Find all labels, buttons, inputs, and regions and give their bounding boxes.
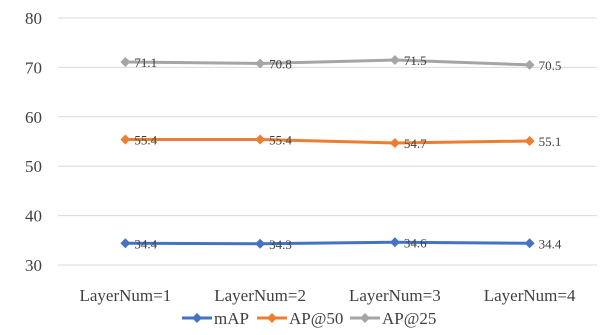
data-point-marker — [389, 54, 400, 65]
data-label: 34.6 — [404, 235, 427, 250]
gridlines — [58, 17, 597, 266]
data-point-marker — [389, 237, 400, 248]
data-label: 34.4 — [134, 236, 157, 251]
data-label: 71.5 — [404, 53, 427, 68]
data-point-marker — [255, 58, 266, 69]
y-tick-label: 70 — [25, 58, 42, 77]
data-label: 70.8 — [269, 56, 292, 71]
data-label: 34.3 — [269, 237, 292, 252]
data-point-marker — [524, 136, 535, 147]
legend-label: AP@50 — [289, 309, 343, 328]
legend-marker — [267, 313, 277, 323]
y-tick-label: 80 — [25, 9, 42, 28]
legend: mAP AP@50 AP@25 — [182, 309, 436, 328]
data-label: 71.1 — [134, 55, 157, 70]
data-label: 55.1 — [539, 134, 562, 149]
series-line — [125, 58, 530, 67]
data-label: 54.7 — [404, 136, 427, 151]
data-point-marker — [120, 238, 131, 249]
legend-item: AP@50 — [257, 309, 343, 328]
series-ap-25 — [120, 54, 535, 70]
legend-marker — [192, 313, 202, 323]
data-point-marker — [255, 238, 266, 249]
x-axis-category-labels: LayerNum=1 LayerNum=2 LayerNum=3 LayerNum=4 — [80, 286, 576, 305]
series-lines — [120, 54, 535, 249]
data-point-marker — [524, 238, 535, 249]
data-label: 55.4 — [269, 133, 292, 148]
legend-item: mAP — [182, 309, 249, 328]
data-label: 55.4 — [134, 133, 157, 148]
series-line — [125, 240, 530, 246]
y-tick-label: 60 — [25, 108, 42, 127]
legend-item: AP@25 — [350, 309, 436, 328]
x-category-label: LayerNum=3 — [349, 286, 441, 305]
data-point-marker — [120, 134, 131, 145]
legend-marker — [360, 313, 370, 323]
x-category-label: LayerNum=1 — [80, 286, 172, 305]
series-line — [125, 138, 530, 145]
x-category-label: LayerNum=4 — [484, 286, 576, 305]
data-point-marker — [389, 137, 400, 148]
data-label: 34.4 — [539, 236, 562, 251]
y-tick-label: 40 — [25, 207, 42, 226]
y-tick-label: 50 — [25, 157, 42, 176]
data-point-marker — [255, 134, 266, 145]
legend-label: mAP — [214, 309, 249, 328]
data-point-marker — [524, 59, 535, 70]
series-map — [120, 237, 535, 249]
data-label: 70.5 — [539, 58, 562, 73]
y-axis-tick-labels: 30 40 50 60 70 80 — [25, 9, 42, 275]
legend-label: AP@25 — [382, 309, 436, 328]
data-labels: 34.4 34.3 34.6 34.4 55.4 55.4 54.7 55.1 71.1 70.8… — [134, 53, 562, 252]
y-tick-label: 30 — [25, 256, 42, 275]
data-point-marker — [120, 56, 131, 67]
x-category-label: LayerNum=2 — [214, 286, 306, 305]
series-ap-50 — [120, 134, 535, 148]
